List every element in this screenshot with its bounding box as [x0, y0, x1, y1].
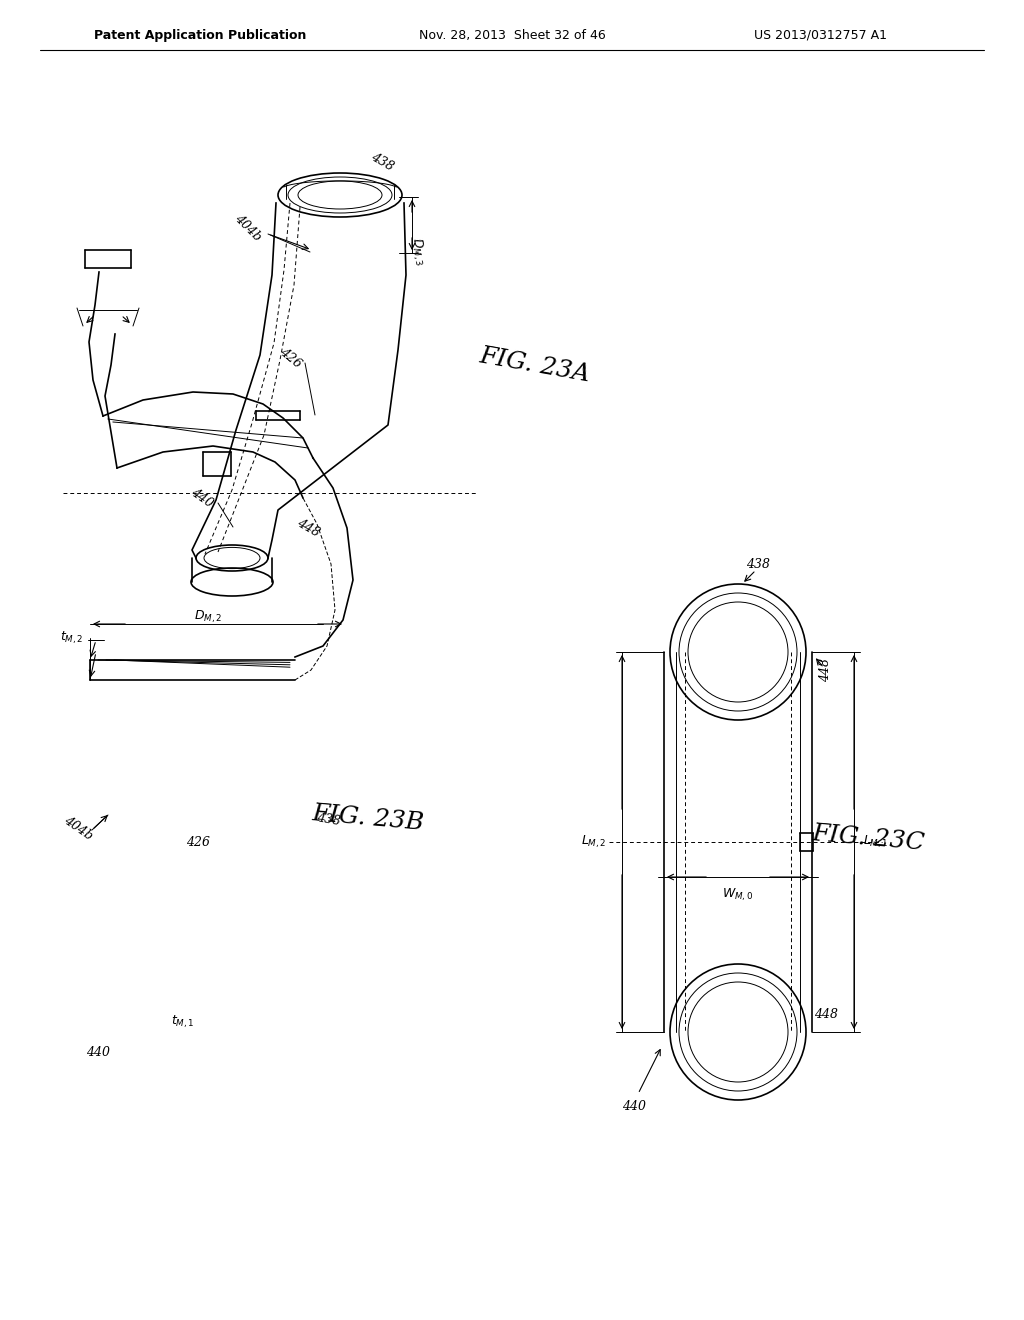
Text: 440: 440 [188, 486, 216, 511]
Text: FIG. 23C: FIG. 23C [811, 821, 926, 854]
Text: 404b: 404b [232, 213, 264, 244]
Text: 448: 448 [819, 657, 833, 682]
Text: 438: 438 [315, 812, 341, 829]
Text: $t_{M,1}$: $t_{M,1}$ [171, 1014, 195, 1030]
Text: $L_{M,1}$: $L_{M,1}$ [863, 834, 889, 850]
Text: Patent Application Publication: Patent Application Publication [94, 29, 306, 41]
Text: FIG. 23B: FIG. 23B [311, 801, 425, 834]
Text: US 2013/0312757 A1: US 2013/0312757 A1 [754, 29, 887, 41]
Text: FIG. 23A: FIG. 23A [478, 345, 592, 385]
Text: $L_{M,2}$: $L_{M,2}$ [582, 834, 607, 850]
Text: 448: 448 [294, 516, 322, 540]
Text: 448: 448 [814, 1007, 838, 1020]
Text: 440: 440 [86, 1045, 110, 1059]
Text: 438: 438 [369, 150, 395, 174]
Text: 438: 438 [746, 557, 770, 570]
Text: 440: 440 [622, 1101, 646, 1114]
Text: 426: 426 [186, 836, 210, 849]
Text: $W_{M,0}$: $W_{M,0}$ [722, 887, 754, 903]
Text: 404b: 404b [61, 813, 95, 842]
Text: $t_{M,2}$: $t_{M,2}$ [60, 630, 84, 647]
Text: Nov. 28, 2013  Sheet 32 of 46: Nov. 28, 2013 Sheet 32 of 46 [419, 29, 605, 41]
Text: 426: 426 [276, 346, 303, 371]
Text: $D_{M,2}$: $D_{M,2}$ [194, 609, 222, 626]
Text: $D_{M,3}$: $D_{M,3}$ [408, 236, 429, 268]
